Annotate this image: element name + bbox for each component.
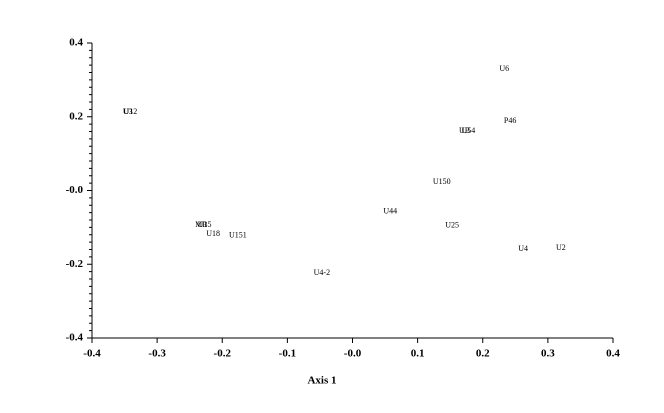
x-tick-label: 0.2 [476,348,490,360]
x-tick-label: -0.2 [214,348,232,360]
point-label: U6 [499,64,509,73]
point-label: U18 [206,229,220,238]
x-tick-label: 0.3 [541,348,555,360]
x-tick-label: 0.1 [411,348,425,360]
x-tick-label: -0.4 [83,348,101,360]
x-tick-label: 0.4 [606,348,620,360]
point-label: U151 [229,231,247,240]
y-tick-label: -0.2 [66,258,84,270]
point-label: U3 [123,107,133,116]
x-tick-label: -0.3 [148,348,166,360]
point-label: U150 [433,177,451,186]
point-label: U12 [124,107,138,116]
point-label: P46 [504,116,516,125]
y-tick-label: 0.4 [69,37,83,49]
point-label: U15 [198,220,212,229]
y-tick-label: -0.4 [66,332,84,344]
x-tick-label: -0.0 [344,348,362,360]
point-label: U2 [556,243,566,252]
point-label: MB [195,220,207,229]
point-label: UB [459,126,470,135]
point-label: U54 [462,126,476,135]
x-tick-label: -0.1 [279,348,296,360]
point-label: U44 [383,207,397,216]
point-label: U4-2 [314,268,330,277]
y-tick-label: 0.2 [69,110,83,122]
point-label: U25 [445,221,459,230]
point-label: U4 [518,244,528,253]
x-axis-label: Axis 1 [307,375,336,387]
y-tick-label: -0.0 [66,184,84,196]
